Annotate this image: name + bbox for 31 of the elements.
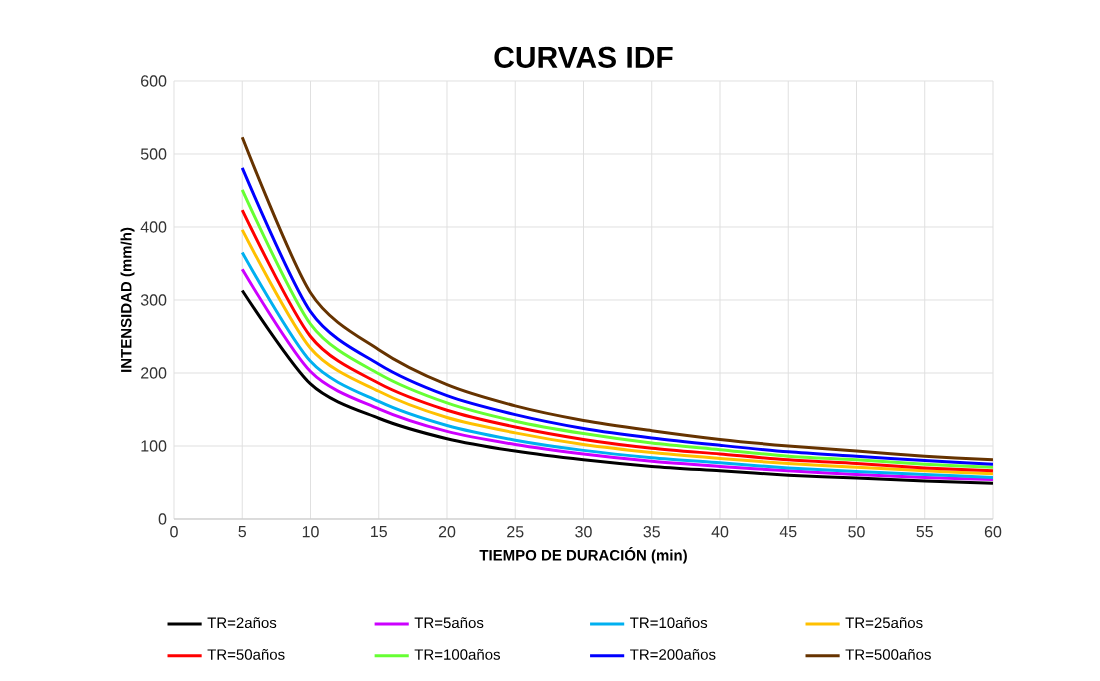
- x-tick-label: 5: [238, 526, 247, 538]
- chart-title: CURVAS IDF: [494, 46, 673, 68]
- x-tick-label: 0: [170, 526, 178, 538]
- y-tick-label: 300: [140, 294, 167, 306]
- x-tick-label: 35: [643, 526, 660, 538]
- x-tick-label: 20: [438, 526, 456, 538]
- x-tick-label: 25: [507, 526, 524, 538]
- x-tick-label: 45: [779, 526, 797, 538]
- x-axis-title: TIEMPO DE DURACIÓN (min): [479, 547, 687, 564]
- x-tick-label: 55: [916, 526, 933, 538]
- y-axis-title: INTENSIDAD (mm/h): [120, 227, 135, 372]
- legend-label: TR=2años: [207, 617, 277, 629]
- legend-label: TR=100años: [414, 648, 501, 660]
- y-tick-label: 500: [140, 148, 167, 160]
- legend-label: TR=500años: [845, 648, 931, 660]
- y-tick-label: 100: [141, 440, 167, 452]
- legend-label: TR=50años: [207, 648, 285, 660]
- legend-label: TR=25años: [845, 617, 923, 629]
- legend-label: TR=200años: [630, 648, 716, 660]
- legend-label: TR=5años: [414, 617, 484, 629]
- y-tick-label: 0: [158, 513, 167, 525]
- x-tick-label: 30: [575, 526, 592, 538]
- x-tick-label: 50: [848, 526, 865, 538]
- x-tick-label: 60: [984, 526, 1002, 538]
- y-tick-label: 400: [140, 221, 167, 233]
- legend-label: TR=10años: [630, 617, 708, 629]
- y-tick-label: 600: [141, 75, 167, 87]
- x-tick-label: 10: [302, 526, 319, 538]
- x-tick-label: 40: [711, 526, 729, 538]
- x-tick-label: 15: [371, 526, 387, 538]
- y-tick-label: 200: [141, 367, 167, 379]
